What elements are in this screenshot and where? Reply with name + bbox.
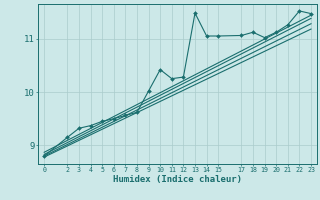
- X-axis label: Humidex (Indice chaleur): Humidex (Indice chaleur): [113, 175, 242, 184]
